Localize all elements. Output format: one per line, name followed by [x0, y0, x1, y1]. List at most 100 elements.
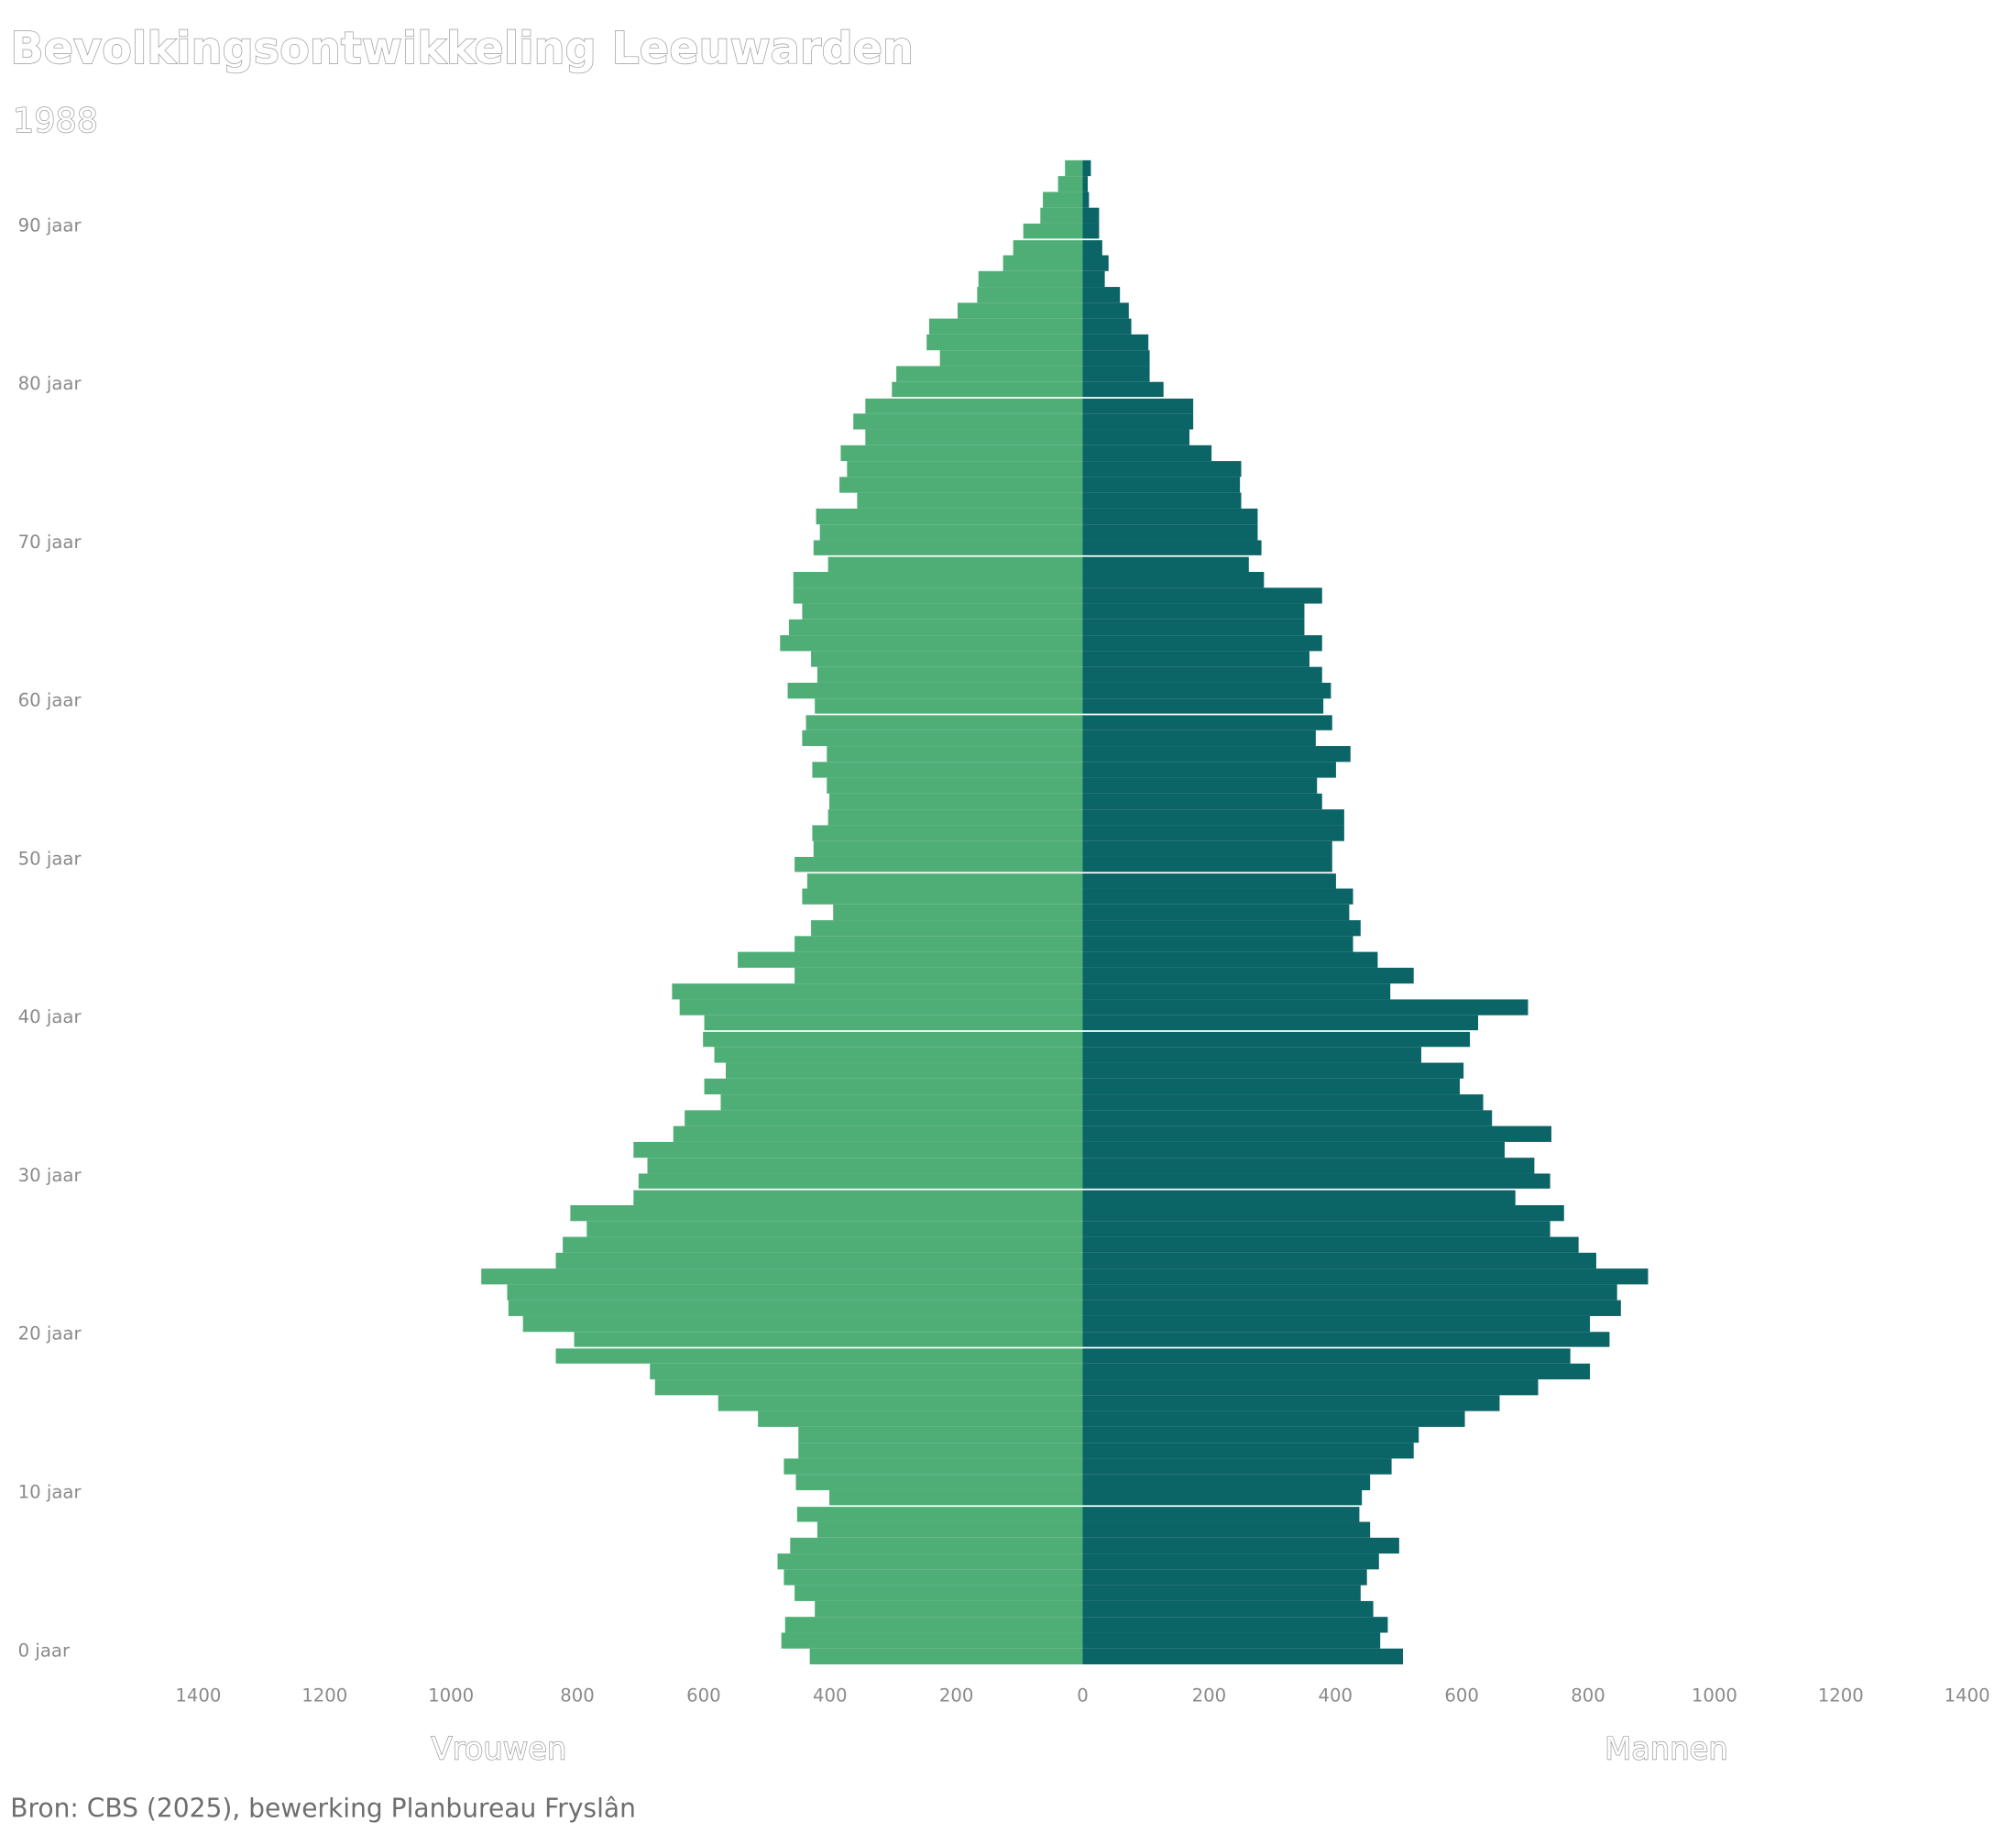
- bar: [638, 1173, 1083, 1190]
- bar: [816, 508, 1083, 525]
- bar: [1082, 1600, 1374, 1618]
- bar: [787, 682, 1083, 699]
- bar: [853, 413, 1083, 430]
- bar: [1082, 413, 1194, 430]
- bar: [1082, 302, 1129, 319]
- bar: [1082, 1489, 1363, 1507]
- bar: [1082, 239, 1102, 256]
- bar: [1082, 429, 1189, 445]
- bar: [1082, 746, 1351, 763]
- bar: [1082, 635, 1322, 652]
- x-tick-label: 1400: [175, 1685, 221, 1707]
- bar: [827, 746, 1083, 763]
- bar: [1082, 270, 1105, 288]
- bar: [1082, 508, 1258, 525]
- bar: [798, 1443, 1083, 1459]
- bar: [802, 603, 1083, 620]
- bar: [1082, 809, 1344, 826]
- bar: [1082, 1379, 1539, 1396]
- bar: [555, 1347, 1083, 1364]
- bar: [1082, 1110, 1493, 1126]
- bar: [1082, 1458, 1392, 1475]
- bar: [1082, 334, 1149, 351]
- bar: [1082, 445, 1212, 462]
- bar: [783, 1569, 1083, 1586]
- bar: [816, 666, 1083, 683]
- bar: [1082, 587, 1322, 604]
- bar: [1082, 619, 1305, 636]
- bar: [816, 1521, 1083, 1538]
- bar: [1082, 1553, 1379, 1570]
- bar: [819, 524, 1083, 541]
- bar: [1082, 1521, 1371, 1538]
- bar: [1082, 1015, 1479, 1031]
- bar: [892, 381, 1083, 398]
- bar: [1082, 904, 1350, 921]
- bar: [1082, 1031, 1471, 1048]
- bar: [809, 1648, 1083, 1665]
- bar: [1082, 159, 1091, 177]
- bar: [857, 492, 1083, 509]
- bar: [1082, 1347, 1571, 1364]
- bar: [654, 1379, 1083, 1396]
- x-tick-label: 600: [1444, 1685, 1479, 1707]
- bar: [704, 1078, 1083, 1095]
- y-tick-label: 70 jaar: [18, 532, 82, 553]
- y-tick-label: 10 jaar: [18, 1482, 82, 1503]
- bar: [679, 999, 1083, 1015]
- bar: [793, 587, 1083, 604]
- bar: [829, 1489, 1083, 1507]
- bar: [784, 1617, 1083, 1633]
- bar: [1082, 1474, 1371, 1490]
- bar: [1082, 366, 1150, 382]
- bar: [725, 1062, 1083, 1079]
- bar: [813, 840, 1083, 857]
- bar: [570, 1205, 1083, 1222]
- bar: [1082, 840, 1332, 857]
- bar: [720, 1094, 1083, 1111]
- x-tick-label: 800: [560, 1685, 595, 1707]
- x-tick-label: 200: [1192, 1685, 1227, 1707]
- bar: [1003, 255, 1083, 271]
- bar: [928, 318, 1083, 335]
- bar: [795, 1474, 1083, 1490]
- bar: [794, 936, 1083, 952]
- bar: [1082, 793, 1322, 810]
- bar: [1013, 239, 1083, 256]
- bar: [805, 714, 1083, 730]
- bar: [1082, 603, 1305, 620]
- bar: [1082, 1078, 1461, 1095]
- x-tick-label: 1000: [1692, 1685, 1737, 1707]
- bar: [1082, 1189, 1516, 1206]
- x-tick-label: 1200: [301, 1685, 347, 1707]
- x-tick-label: 400: [1318, 1685, 1353, 1707]
- bar: [1082, 1537, 1399, 1554]
- bar: [1082, 1158, 1535, 1174]
- bar: [1082, 176, 1088, 192]
- bar: [1082, 1268, 1649, 1285]
- bar: [1082, 873, 1336, 889]
- bar: [1082, 255, 1109, 271]
- bar: [1082, 1363, 1591, 1380]
- bar: [926, 334, 1083, 351]
- x-tick-label: 800: [1571, 1685, 1605, 1707]
- bar: [1082, 572, 1265, 588]
- bar: [1082, 1332, 1610, 1348]
- bar: [1082, 999, 1528, 1015]
- bar: [815, 1600, 1083, 1618]
- bar: [1082, 1617, 1388, 1633]
- bar: [758, 1410, 1083, 1427]
- bar: [1082, 730, 1316, 747]
- bar: [865, 429, 1083, 445]
- bar: [1082, 1315, 1591, 1333]
- bar: [685, 1110, 1083, 1126]
- bar: [813, 540, 1083, 556]
- bar: [781, 1632, 1083, 1649]
- x-tick-label: 1400: [1945, 1685, 1990, 1707]
- bar: [896, 366, 1083, 382]
- bar: [977, 287, 1083, 303]
- bar: [939, 350, 1083, 367]
- bar: [802, 730, 1083, 747]
